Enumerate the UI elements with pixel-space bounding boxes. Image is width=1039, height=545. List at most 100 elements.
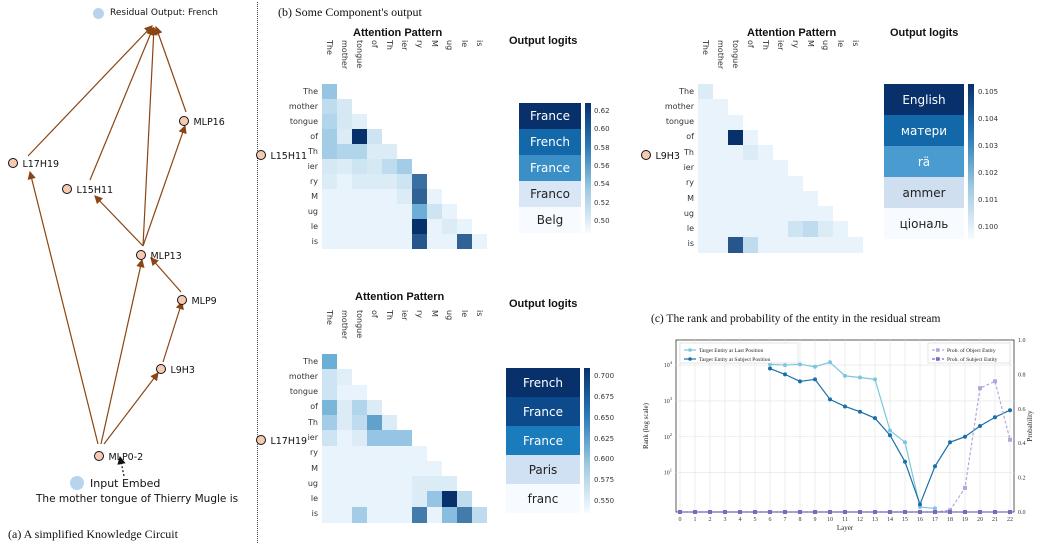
heatmap-cell	[698, 114, 713, 131]
heatmap-cell	[758, 190, 773, 207]
heatmap-cell	[397, 460, 412, 477]
data-point	[873, 416, 877, 421]
data-point	[873, 510, 877, 514]
heatmap-cell	[728, 160, 743, 177]
heatmap-cell	[412, 476, 427, 493]
output-legend-dot	[93, 8, 104, 19]
logit-token-box: Belg	[519, 207, 581, 233]
legend-entry: Target Entity at Subject Position	[699, 357, 771, 363]
heatmap-cell	[698, 221, 713, 238]
token-label-x: of	[369, 310, 379, 318]
data-point	[843, 373, 847, 378]
heatmap-cell	[788, 190, 803, 207]
heatmap-cell	[698, 236, 713, 253]
heatmap-cell	[833, 221, 848, 238]
heatmap-cell	[427, 189, 442, 204]
heatmap-cell	[367, 506, 382, 523]
heatmap-cell	[728, 190, 743, 207]
heatmap-cell	[352, 384, 367, 401]
legend-marker	[936, 348, 940, 352]
token-label-y: tongue	[289, 116, 318, 126]
data-point	[843, 404, 847, 409]
edge-mlp0-mlp13	[100, 258, 145, 445]
edge-mlp13-mlp16	[142, 124, 187, 247]
heatmap-cell	[713, 160, 728, 177]
token-label-y: ry	[309, 176, 318, 186]
heatmap-cell	[367, 219, 382, 234]
heatmap-cell	[397, 234, 412, 249]
heatmap-cell	[427, 234, 442, 249]
token-label-y: M	[311, 463, 318, 473]
heatmap-cell	[698, 175, 713, 192]
heatmap-cell	[352, 476, 367, 493]
heatmap-cell	[728, 221, 743, 238]
input-embed-label: Input Embed	[90, 477, 161, 490]
heatmap-cell	[367, 129, 382, 144]
heatmap-cell	[427, 460, 442, 477]
colorbar-tick-label: 0.650	[594, 413, 615, 422]
heatmap-cell	[773, 175, 788, 192]
token-label-x: The	[700, 40, 710, 55]
heatmap-cell	[472, 234, 487, 249]
data-point	[903, 510, 907, 514]
colorbar-tick-label: 0.600	[594, 455, 615, 464]
heatmap-cell	[382, 204, 397, 219]
logit-token-box: France	[506, 426, 580, 455]
y2-axis-label: Probability	[1026, 410, 1034, 442]
token-label-y: The	[303, 86, 318, 96]
x-tick-label: 21	[992, 517, 998, 523]
token-label-y: ier	[307, 161, 318, 171]
data-point	[753, 510, 757, 514]
heatmap-cell	[788, 175, 803, 192]
heatmap-cell	[758, 236, 773, 253]
data-point	[963, 434, 967, 439]
heatmap-cell	[337, 369, 352, 386]
logit-token-box: rä	[884, 146, 964, 177]
colorbar-tick-label: 0.575	[594, 476, 615, 485]
x-tick-label: 7	[784, 517, 787, 523]
heatmap-cell	[773, 160, 788, 177]
heatmap-cell	[713, 129, 728, 146]
colorbar-3	[584, 368, 590, 513]
data-point	[858, 375, 862, 380]
edge-l9h3-mlp9	[162, 300, 184, 363]
token-label-x: ier	[399, 310, 409, 321]
heatmap-cell	[382, 460, 397, 477]
heatmap-cell	[337, 204, 352, 219]
data-point	[813, 364, 817, 369]
data-point	[1008, 408, 1012, 413]
heatmap-cell	[758, 160, 773, 177]
colorbar-ticks-1: 0.62 0.60 0.58 0.56 0.54 0.52 0.50	[594, 103, 624, 233]
token-label-x: The	[324, 40, 334, 55]
logit-token-box: ammer	[884, 177, 964, 208]
heatmap-cell	[352, 114, 367, 129]
y-tick-label: 104	[664, 360, 673, 369]
heatmap-cell	[367, 399, 382, 416]
token-label-y: ug	[307, 206, 318, 216]
heatmap-cell	[728, 129, 743, 146]
heatmap-cell	[382, 491, 397, 508]
heatmap-cell	[728, 206, 743, 223]
heatmap-cell	[322, 129, 337, 144]
heatmap-cell	[397, 174, 412, 189]
heatmap-cell	[442, 204, 457, 219]
token-label-y: le	[310, 494, 318, 504]
y2-tick-label: 0.6	[1018, 407, 1026, 413]
legend-marker	[688, 357, 692, 361]
data-point	[978, 386, 982, 391]
token-label-x: Th	[760, 40, 770, 50]
heatmap-cell	[352, 144, 367, 159]
heatmap-cell	[322, 415, 337, 432]
y2-tick-label: 0.8	[1018, 372, 1026, 378]
heatmap-cell	[758, 206, 773, 223]
heatmap-cell	[713, 221, 728, 238]
logit-token-box: France	[519, 155, 581, 181]
heatmap-cell	[397, 445, 412, 462]
heatmap-cell	[337, 491, 352, 508]
token-label-y: ier	[307, 433, 318, 442]
token-label-y: le	[310, 221, 318, 231]
data-point	[1008, 437, 1012, 442]
data-point	[768, 366, 772, 371]
y-tick-label: 103	[664, 396, 673, 405]
x-tick-label: 18	[947, 517, 953, 523]
